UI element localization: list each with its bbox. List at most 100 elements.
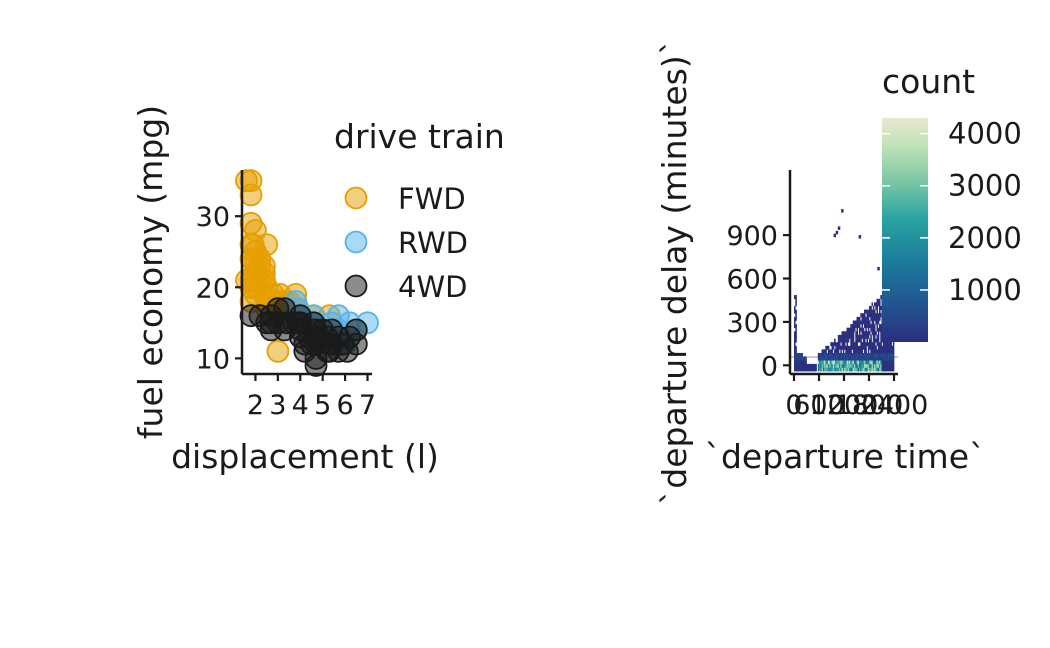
heatmap-cell (880, 324, 882, 329)
heatmap-cell (815, 363, 817, 368)
heatmap-cell (819, 363, 821, 368)
heatmap-cell (840, 349, 842, 354)
heatmap-cell (817, 363, 820, 368)
heatmap-cell (870, 356, 872, 361)
heatmap-cell (820, 356, 822, 361)
heatmap-cell (866, 316, 869, 321)
heatmap-cell (874, 342, 876, 347)
heatmap-cell (851, 342, 854, 347)
heatmap-cell (875, 363, 877, 368)
scatter-points (235, 169, 379, 377)
heatmap-cell (824, 367, 826, 372)
legend-item-4wd: 4WD (344, 270, 467, 304)
heatmap-cell (845, 334, 847, 339)
heatmap-cell (794, 356, 796, 361)
heatmap-cell (859, 345, 861, 350)
heatmap-cell (805, 367, 807, 372)
heatmap-cell (832, 360, 835, 365)
heatmap-cell (834, 353, 836, 357)
heatmap-cell (851, 353, 854, 357)
heatmap-cell (849, 353, 851, 357)
heatmap-cell (795, 309, 797, 314)
heatmap-cell (860, 320, 862, 325)
heatmap-cell (837, 349, 840, 354)
heatmap-cell (850, 349, 852, 354)
heatmap-cell (830, 363, 832, 368)
heatmap-cell (880, 356, 882, 361)
heatmap-cell (887, 367, 890, 372)
heatmap-cell (845, 349, 847, 354)
heatmap-cell (870, 349, 872, 354)
heatmap-cell (794, 349, 796, 354)
heatmap-cell (836, 353, 839, 357)
heatmap-cell (871, 331, 874, 336)
heatmap-cell (862, 367, 865, 372)
heatmap-cell (862, 313, 865, 318)
heatmap-cell (822, 356, 825, 361)
heatmap-cell (826, 367, 829, 372)
heatmap-cell (857, 338, 860, 343)
heatmap-cell (886, 353, 889, 357)
heatmap-cell (880, 367, 882, 372)
heatmap-cell (855, 363, 857, 368)
heatmap-cell (876, 353, 879, 357)
heatmap-cell (865, 345, 867, 350)
heatmap-cell (855, 345, 857, 350)
heatmap-cell (834, 367, 836, 372)
heatmap-cell (839, 363, 841, 368)
heatmap-cell (850, 331, 852, 336)
heatmap-cell (857, 356, 860, 361)
heatmap-cell (872, 342, 875, 347)
colorbar-title: count (882, 62, 975, 101)
heatmap-cell (865, 360, 867, 365)
heatmap-cell (844, 363, 846, 368)
heatmap-cell (885, 349, 887, 354)
point-4wd (320, 318, 344, 342)
heatmap-cell (876, 327, 879, 332)
heatmap-cell (859, 331, 861, 336)
heatmap-cell (866, 353, 869, 357)
heatmap-cell (821, 356, 824, 361)
heatmap-cell (822, 367, 825, 372)
heatmap-cell (845, 363, 847, 368)
heatmap-cell (831, 360, 834, 365)
heatmap-cell (851, 331, 854, 336)
heatmap-cell (859, 320, 861, 325)
heatmap-cell (879, 360, 881, 365)
heatmap-cell (826, 345, 829, 350)
heatmap-cell (881, 367, 884, 372)
heatmap-cell (889, 345, 891, 350)
heatmap-cell (880, 363, 882, 368)
heatmap-cell (846, 360, 849, 365)
heatmap-cell (872, 320, 875, 325)
heatmap-cell (797, 356, 800, 361)
heatmap-cell (854, 320, 856, 325)
heatmap-cell (860, 313, 862, 318)
heatmap-cell (872, 363, 875, 368)
heatmap-cell (886, 363, 889, 368)
heatmap-cell (837, 342, 840, 347)
heatmap-cell (794, 331, 796, 336)
heatmap-cell (859, 349, 861, 354)
heatmap-cell (861, 342, 864, 347)
heatmap-cell (835, 356, 837, 361)
heatmap-cell (861, 356, 864, 361)
heatmap-cell (847, 353, 850, 357)
heatmap-cell (872, 367, 875, 372)
heatmap-cell (865, 334, 867, 339)
heatmap-cell (831, 349, 834, 354)
heatmap-cell (869, 320, 871, 325)
heatmap-cell (865, 324, 867, 329)
heatmap-cell (876, 302, 879, 307)
heatmap-cell (870, 324, 872, 329)
heatmap-cell (886, 345, 889, 350)
heatmap-cell (795, 334, 797, 339)
heatmap-cell (795, 345, 797, 350)
heatmap-cell (882, 342, 885, 347)
heatmap-cell (889, 360, 891, 365)
heatmap-cell (835, 360, 837, 365)
heatmap-cell (862, 353, 865, 357)
heatmap-cell (867, 349, 870, 354)
heatmap-cell (800, 356, 802, 361)
heatmap-cell (844, 345, 846, 350)
